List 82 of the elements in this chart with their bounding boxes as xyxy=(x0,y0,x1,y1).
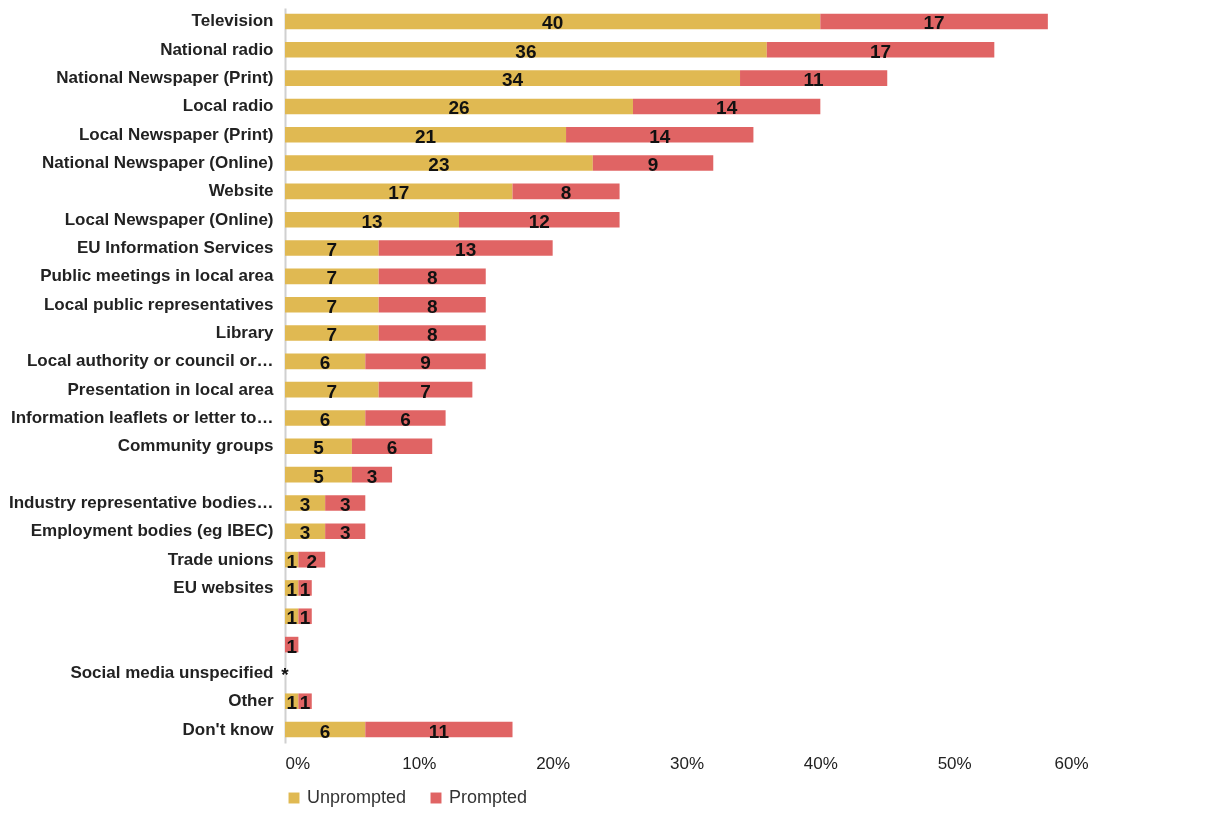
data-label: 13 xyxy=(455,239,477,261)
data-label: 8 xyxy=(426,267,438,289)
data-label: 36 xyxy=(515,40,537,62)
data-label: 5 xyxy=(313,465,325,487)
y-tick-label: Social media unspecified xyxy=(70,662,274,682)
y-tick-label: Presentation in local area xyxy=(67,379,275,399)
data-label: 11 xyxy=(803,69,825,91)
y-tick-label: Local Newspaper (Print) xyxy=(78,124,274,144)
data-label: 6 xyxy=(400,408,411,430)
y-tick-label: National Newspaper (Online) xyxy=(42,153,274,173)
data-label: 34 xyxy=(501,69,524,91)
data-label: 8 xyxy=(560,182,572,204)
data-label: 3 xyxy=(366,465,378,487)
data-label: 6 xyxy=(319,352,331,374)
data-label: 1 xyxy=(299,692,311,714)
data-label: 1 xyxy=(299,578,311,600)
data-label: 23 xyxy=(428,154,450,176)
data-label: 7 xyxy=(326,380,338,402)
data-label: 1 xyxy=(299,607,311,629)
legend-label: Prompted xyxy=(449,787,528,807)
data-label: 3 xyxy=(339,522,351,544)
data-label: 17 xyxy=(388,182,410,204)
data-label: 13 xyxy=(361,210,383,232)
data-label: 14 xyxy=(649,125,671,147)
y-tick-label: Information leaflets or letter to… xyxy=(10,407,274,427)
data-label: * xyxy=(281,663,290,685)
x-tick-label: 20% xyxy=(536,753,571,773)
data-label: 7 xyxy=(326,295,338,317)
legend-label: Unprompted xyxy=(307,787,407,807)
y-tick-label: Employment bodies (eg IBEC) xyxy=(30,521,274,541)
data-label: 6 xyxy=(319,408,331,430)
y-tick-label: EU Information Services xyxy=(76,238,274,258)
data-label: 7 xyxy=(326,267,338,289)
y-tick-label: Library xyxy=(215,323,275,343)
y-tick-label: Community groups xyxy=(117,436,274,456)
x-tick-label: 40% xyxy=(803,753,838,773)
data-label: 11 xyxy=(428,720,450,742)
data-label: 1 xyxy=(286,578,298,600)
data-label: 1 xyxy=(286,692,298,714)
y-tick-label: National radio xyxy=(160,39,274,59)
y-tick-label: Trade unions xyxy=(167,549,274,569)
data-label: 26 xyxy=(448,97,470,119)
y-tick-label: Television xyxy=(191,11,274,31)
data-label: 3 xyxy=(299,522,311,544)
data-label: 5 xyxy=(313,437,325,459)
x-tick-label: 0% xyxy=(285,753,311,773)
data-label: 8 xyxy=(426,324,438,346)
y-tick-label: Other xyxy=(228,691,274,711)
data-label: 7 xyxy=(420,380,431,402)
y-tick-label: Local Newspaper (Online) xyxy=(64,209,274,229)
data-label: 9 xyxy=(647,154,659,176)
data-label: 17 xyxy=(923,12,945,34)
y-tick-label: Website xyxy=(208,181,274,201)
data-label: 3 xyxy=(339,493,351,515)
x-tick-label: 60% xyxy=(1054,753,1089,773)
data-label: 1 xyxy=(286,635,298,657)
data-label: 12 xyxy=(528,210,550,232)
data-label: 1 xyxy=(286,550,298,572)
y-tick-label: National Newspaper (Print) xyxy=(56,68,274,88)
data-label: 17 xyxy=(869,40,892,62)
y-tick-label: Industry representative bodies… xyxy=(8,492,274,512)
data-label: 2 xyxy=(306,550,318,572)
data-label: 21 xyxy=(414,125,437,147)
data-label: 7 xyxy=(326,239,338,261)
data-label: 3 xyxy=(299,493,311,515)
data-label: 8 xyxy=(426,295,438,317)
y-tick-label: Local radio xyxy=(182,96,274,116)
data-label: 6 xyxy=(386,437,398,459)
x-tick-label: 10% xyxy=(402,753,437,773)
data-label: 6 xyxy=(319,720,331,742)
x-tick-label: 30% xyxy=(669,753,705,773)
y-tick-label: Local authority or council or… xyxy=(26,351,274,371)
y-tick-label: Public meetings in local area xyxy=(40,266,275,286)
y-tick-label: Local public representatives xyxy=(43,294,274,314)
y-tick-label: EU websites xyxy=(173,577,274,597)
data-label: 9 xyxy=(420,352,431,374)
data-label: 14 xyxy=(716,97,738,119)
data-label: 1 xyxy=(286,607,298,629)
data-label: 7 xyxy=(326,324,338,346)
y-tick-label: Don't know xyxy=(182,719,275,739)
x-tick-label: 50% xyxy=(937,753,972,773)
data-label: 40 xyxy=(542,12,564,34)
